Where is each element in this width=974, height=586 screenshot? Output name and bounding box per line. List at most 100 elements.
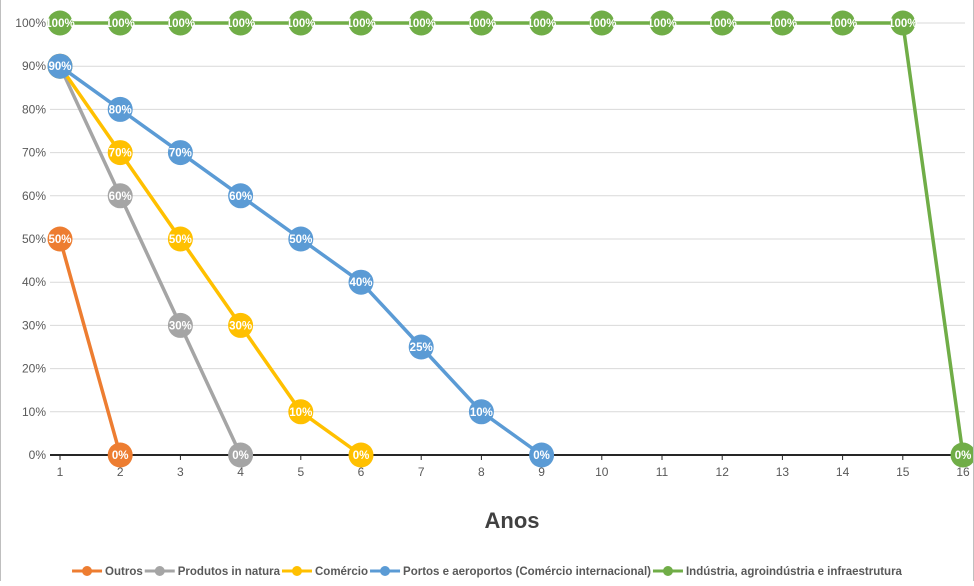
data-point: [408, 10, 434, 36]
x-tick-label: 11: [656, 465, 669, 479]
data-label: 100%: [768, 18, 797, 30]
data-label: 100%: [888, 18, 917, 30]
data-label: 70%: [109, 148, 132, 160]
data-point: [348, 442, 374, 468]
x-tick-label: 3: [177, 465, 184, 479]
data-label: 0%: [955, 450, 972, 462]
data-label: 10%: [289, 407, 312, 419]
data-label: 80%: [109, 104, 132, 116]
data-point: [468, 10, 494, 36]
data-label: 100%: [105, 18, 134, 30]
data-label: 0%: [232, 450, 249, 462]
legend-label: Portos e aeroportos (Comércio internacio…: [403, 566, 651, 578]
gridlines: [50, 22, 965, 413]
data-label: 100%: [226, 18, 255, 30]
legend-label: Produtos in natura: [178, 566, 281, 578]
data-label: 40%: [349, 277, 372, 289]
data-point: [649, 10, 675, 36]
data-point: [529, 10, 555, 36]
data-point: [167, 312, 193, 338]
legend-label: Outros: [105, 566, 143, 578]
data-point: [529, 442, 555, 468]
series-lines: [58, 21, 965, 457]
data-point: [47, 53, 73, 79]
legend-label: Indústria, agroindústria e infraestrutur…: [686, 566, 903, 578]
y-tick-label: 40%: [22, 275, 46, 289]
y-tick-label: 10%: [22, 405, 46, 419]
data-point: [830, 10, 856, 36]
data-point: [228, 312, 254, 338]
legend-swatch-marker: [380, 566, 391, 576]
data-point: [107, 140, 133, 166]
series-line: [60, 21, 965, 456]
x-tick-label: 12: [716, 465, 730, 479]
data-label: 0%: [533, 450, 550, 462]
x-tick-label: 13: [776, 465, 790, 479]
y-tick-label: 60%: [22, 189, 46, 203]
legend-swatch-marker: [82, 566, 93, 576]
y-tick-label: 100%: [15, 16, 46, 30]
x-tick-label: 6: [358, 465, 365, 479]
legend-item: Comércio: [281, 566, 368, 578]
series-line: [58, 238, 122, 456]
data-label: 100%: [828, 18, 857, 30]
data-label: 0%: [112, 450, 129, 462]
data-label: 30%: [169, 320, 192, 332]
data-label: 10%: [470, 407, 493, 419]
data-label: 50%: [289, 234, 312, 246]
data-label: 90%: [48, 61, 71, 73]
data-point: [348, 10, 374, 36]
data-label: 25%: [410, 342, 433, 354]
data-point: [408, 334, 434, 360]
data-point: [107, 96, 133, 122]
y-tick-label: 50%: [22, 232, 46, 246]
data-point: [468, 399, 494, 425]
data-label: 0%: [353, 450, 370, 462]
data-label: 60%: [229, 191, 252, 203]
data-label: 50%: [169, 234, 192, 246]
y-tick-label: 20%: [22, 362, 46, 376]
legend-item: Produtos in natura: [144, 566, 281, 578]
legend-item: Outros: [72, 566, 143, 578]
x-tick-label: 8: [478, 465, 485, 479]
x-tick-label: 10: [595, 465, 609, 479]
data-point: [107, 183, 133, 209]
data-label: 100%: [527, 18, 556, 30]
legend: Outros Produtos in natura Comércio Portos e…: [72, 566, 903, 578]
data-label: 70%: [169, 148, 192, 160]
legend-swatch-marker: [662, 566, 673, 576]
y-tick-label: 90%: [22, 59, 46, 73]
legend-swatch-marker: [154, 566, 165, 576]
data-markers: 50% 0% 60% 30% 0% 70% 50% 30% 10% 0% 90% 80% 70% 60% 5…: [45, 10, 974, 468]
data-point: [950, 442, 974, 468]
data-point: [107, 10, 133, 36]
data-label: 50%: [48, 234, 71, 246]
data-point: [167, 226, 193, 252]
data-label: 100%: [286, 18, 315, 30]
data-point: [107, 442, 133, 468]
axes: 0%10%20%30%40%50%60%70%80%90%100%1 2 3 4 5 6 7…: [15, 16, 970, 479]
data-label: 100%: [647, 18, 676, 30]
data-label: 100%: [166, 18, 195, 30]
data-point: [709, 10, 735, 36]
data-label: 100%: [45, 18, 74, 30]
x-tick-label: 15: [896, 465, 910, 479]
legend-item: Portos e aeroportos (Comércio internacio…: [370, 566, 651, 578]
x-tick-label: 14: [836, 465, 850, 479]
data-point: [288, 399, 314, 425]
data-point: [228, 183, 254, 209]
data-label: 30%: [229, 320, 252, 332]
data-point: [348, 269, 374, 295]
x-tick-label: 2: [117, 465, 124, 479]
data-point: [228, 10, 254, 36]
data-label: 100%: [406, 18, 435, 30]
data-point: [228, 442, 254, 468]
data-label: 100%: [587, 18, 616, 30]
data-label: 100%: [346, 18, 375, 30]
data-point: [47, 226, 73, 252]
legend-swatch-marker: [291, 566, 302, 576]
data-label: 100%: [467, 18, 496, 30]
data-point: [47, 10, 73, 36]
y-tick-label: 30%: [22, 318, 46, 332]
